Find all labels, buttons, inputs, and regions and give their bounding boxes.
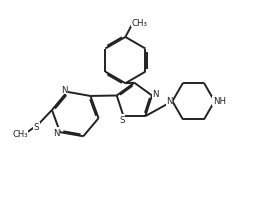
Text: N: N xyxy=(152,89,159,98)
Text: S: S xyxy=(34,123,39,131)
Text: N: N xyxy=(53,128,60,137)
Text: CH₃: CH₃ xyxy=(12,129,28,138)
Text: S: S xyxy=(120,115,125,124)
Text: N: N xyxy=(166,97,173,106)
Text: CH₃: CH₃ xyxy=(132,19,148,28)
Text: NH: NH xyxy=(213,97,226,106)
Text: N: N xyxy=(61,85,67,94)
